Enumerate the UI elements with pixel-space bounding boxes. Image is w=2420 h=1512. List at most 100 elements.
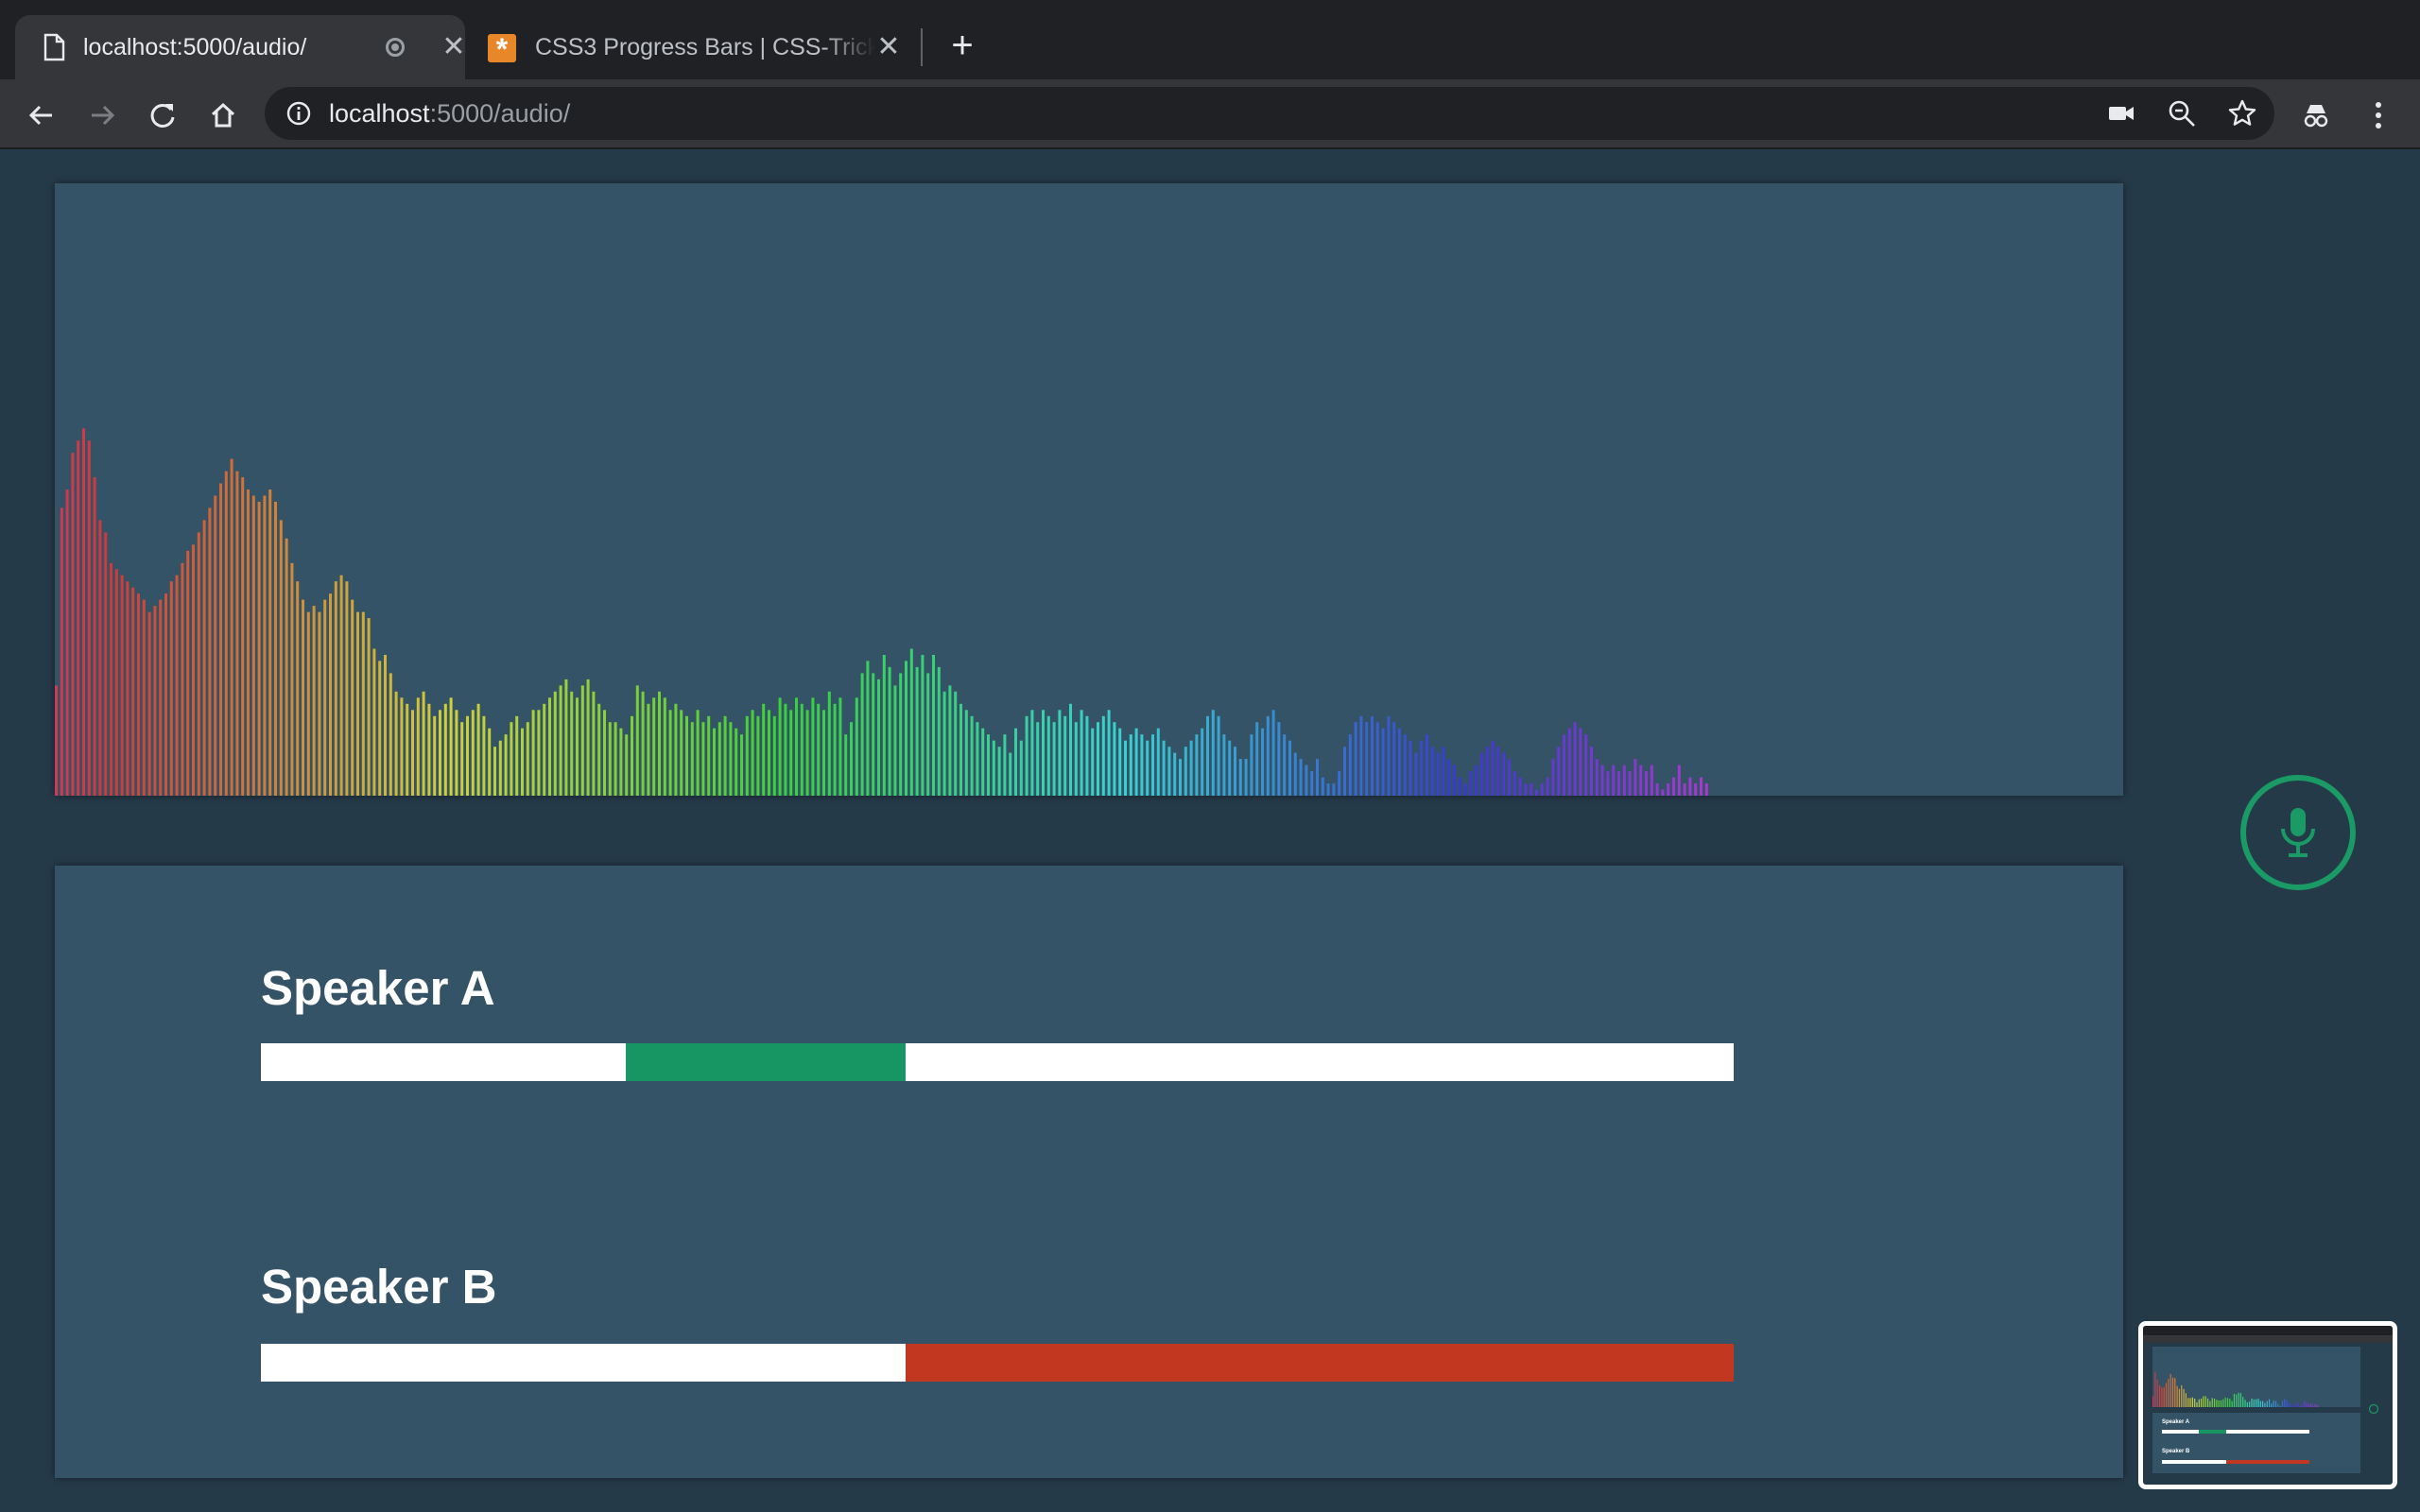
frequency-bar: [1436, 752, 1440, 796]
frequency-bar: [147, 611, 151, 796]
microphone-button[interactable]: [2240, 775, 2356, 890]
frequency-bar: [126, 581, 130, 796]
url-host: localhost: [329, 99, 430, 128]
screenshot-thumbnail[interactable]: Speaker A Speaker B: [2138, 1321, 2397, 1489]
frequency-bar: [1277, 722, 1281, 796]
frequency-bar: [1222, 734, 1226, 796]
url-text[interactable]: localhost:5000/audio/: [329, 99, 570, 129]
frequency-bar: [668, 710, 672, 796]
frequency-bar: [1261, 728, 1264, 796]
tab-css-tricks[interactable]: * CSS3 Progress Bars | CSS-Tricks ✕: [473, 15, 913, 79]
thumbnail-toolbar: [2143, 1335, 2393, 1343]
frequency-bar: [631, 715, 633, 796]
thumbnail-frequency-bar: [2284, 1399, 2286, 1407]
frequency-bar: [1426, 734, 1428, 796]
frequency-bar: [422, 691, 425, 796]
frequency-bar: [1211, 710, 1215, 796]
frequency-bar: [614, 722, 617, 796]
thumbnail-frequency-bar: [2156, 1380, 2158, 1407]
frequency-bar: [778, 697, 782, 796]
frequency-bar: [1316, 759, 1319, 796]
frequency-bar: [1557, 747, 1561, 796]
frequency-bar: [1634, 759, 1637, 796]
frequency-bar: [384, 655, 387, 796]
frequency-bar: [690, 722, 694, 796]
back-button[interactable]: [23, 96, 60, 134]
frequency-bar: [608, 722, 612, 796]
frequency-bar: [1639, 765, 1643, 796]
thumbnail-frequency-bar: [2218, 1400, 2220, 1407]
frequency-bar: [345, 581, 349, 796]
close-tab-icon[interactable]: ✕: [876, 31, 901, 62]
frequency-bar: [1512, 771, 1516, 796]
zoom-icon[interactable]: [2167, 98, 2197, 129]
thumbnail-frequency-bar: [2249, 1401, 2251, 1407]
frequency-bar: [230, 458, 233, 796]
frequency-bar: [1288, 740, 1291, 796]
frequency-bar: [1046, 715, 1050, 796]
thumbnail-frequency-bar: [2244, 1400, 2246, 1407]
thumbnail-frequency-bar: [2242, 1397, 2244, 1407]
frequency-bar: [1524, 783, 1528, 796]
frequency-bar: [723, 715, 727, 796]
incognito-button[interactable]: [2297, 96, 2335, 134]
thumbnail-frequency-bar: [2198, 1399, 2200, 1407]
tab-strip: localhost:5000/audio/ ✕ * CSS3 Progress …: [0, 0, 2420, 79]
frequency-bar: [279, 520, 283, 796]
frequency-bar: [1672, 777, 1675, 796]
thumbnail-frequency-bar: [2290, 1402, 2292, 1407]
frequency-bar: [921, 655, 925, 796]
thumbnail-frequency-bar: [2168, 1378, 2169, 1407]
forward-button[interactable]: [83, 96, 121, 134]
info-icon[interactable]: [285, 100, 312, 127]
thumbnail-frequency-bar: [2253, 1399, 2255, 1407]
frequency-bar: [1162, 740, 1166, 796]
frequency-bar: [137, 593, 140, 796]
camera-icon[interactable]: [2106, 98, 2136, 129]
frequency-bar: [1234, 747, 1236, 796]
thumbnail-frequency-bar: [2286, 1400, 2288, 1407]
speaker-b-segment: [906, 1344, 1734, 1382]
thumbnail-frequency-bar: [2301, 1405, 2303, 1407]
incognito-icon: [2304, 105, 2328, 128]
thumbnail-frequency-bar: [2310, 1403, 2312, 1407]
frequency-bar: [1403, 734, 1407, 796]
frequency-bar: [872, 673, 875, 796]
frequency-bar: [701, 722, 705, 796]
frequency-bar: [1025, 715, 1028, 796]
frequency-bar: [55, 685, 58, 796]
thumbnail-frequency-bar: [2294, 1402, 2296, 1407]
frequency-bar: [954, 691, 958, 796]
frequency-bar: [241, 477, 245, 796]
thumbnail-frequency-bar: [2222, 1399, 2224, 1407]
frequency-bar: [1074, 722, 1078, 796]
close-tab-icon[interactable]: ✕: [441, 31, 466, 62]
tab-localhost-audio[interactable]: localhost:5000/audio/ ✕: [15, 15, 466, 79]
frequency-bar: [296, 581, 300, 796]
frequency-bar: [186, 550, 190, 796]
thumbnail-frequency-bar: [2229, 1399, 2231, 1407]
address-bar[interactable]: localhost:5000/audio/: [265, 87, 2274, 140]
star-icon[interactable]: [2227, 98, 2257, 129]
thumbnail-frequency-bar: [2257, 1399, 2259, 1407]
frequency-bar: [976, 722, 979, 796]
frequency-bar: [696, 710, 700, 796]
frequency-bar: [1463, 783, 1467, 796]
thumbnail-frequency-bar: [2189, 1398, 2191, 1407]
frequency-bar: [1650, 765, 1653, 796]
frequency-bar: [1475, 765, 1478, 796]
frequency-bar: [772, 715, 776, 796]
reload-button[interactable]: [144, 96, 182, 134]
thumbnail-frequency-bar: [2196, 1401, 2198, 1407]
frequency-bar: [263, 495, 267, 796]
frequency-bar: [312, 606, 316, 796]
frequency-bar: [192, 544, 195, 796]
frequency-bar: [142, 599, 146, 796]
new-tab-button[interactable]: +: [951, 25, 974, 66]
home-button[interactable]: [204, 96, 242, 134]
frequency-bar: [498, 740, 502, 796]
thumbnail-frequency-bar: [2259, 1400, 2261, 1407]
menu-button[interactable]: [2360, 96, 2397, 134]
home-icon: [211, 102, 235, 128]
frequency-bar: [1228, 740, 1232, 796]
